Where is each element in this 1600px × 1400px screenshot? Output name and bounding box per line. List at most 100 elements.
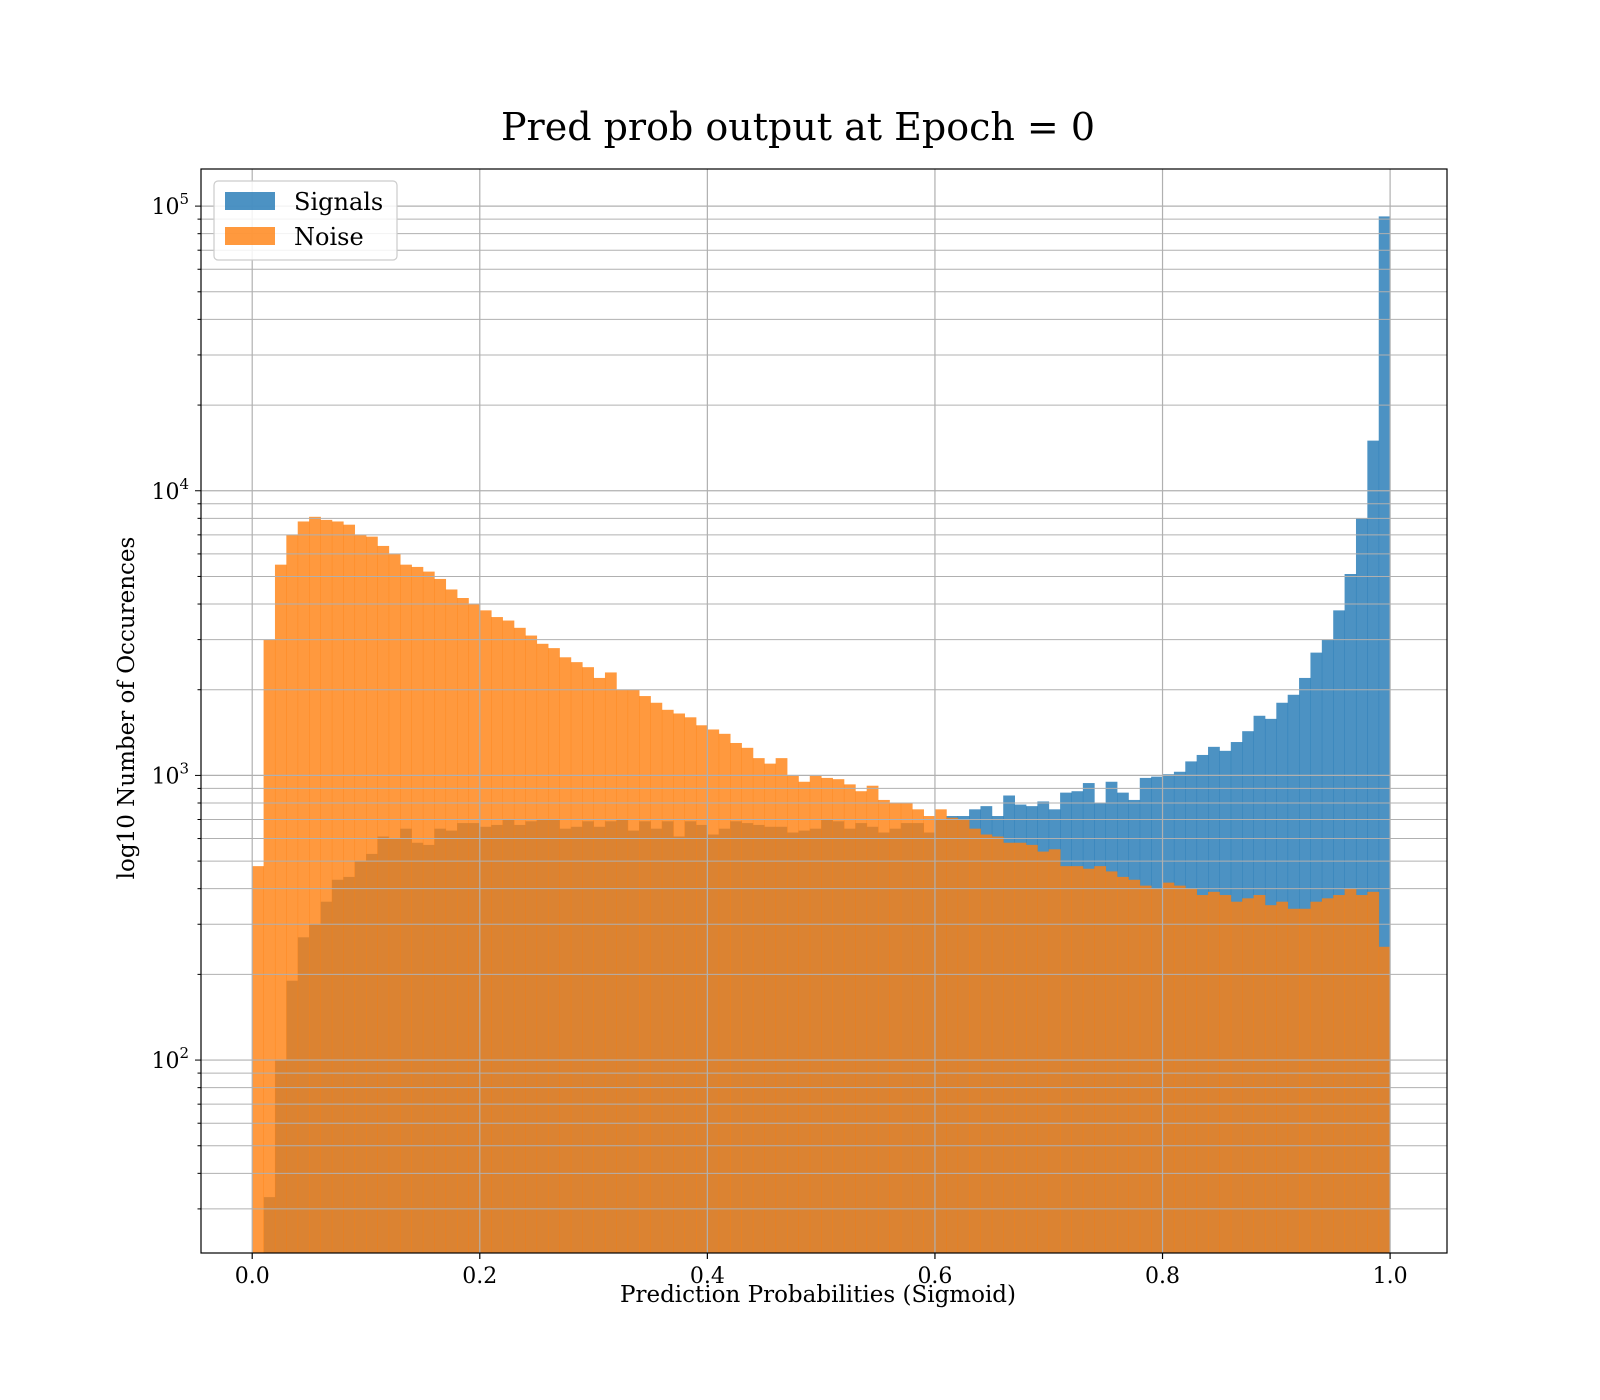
noise-bar <box>1230 901 1243 1253</box>
noise-bar <box>798 781 811 1253</box>
legend: Signals Noise <box>213 180 398 261</box>
noise-bar <box>889 803 902 1253</box>
noise-bar <box>764 763 777 1253</box>
noise-bar <box>286 534 299 1253</box>
noise-bar <box>741 747 754 1253</box>
noise-bar <box>309 516 321 1253</box>
noise-bar <box>1367 891 1380 1253</box>
noise-bar <box>1082 868 1095 1253</box>
axes-frame <box>200 168 1448 1254</box>
noise-bar <box>809 775 822 1253</box>
noise-bar <box>400 564 412 1253</box>
noise-bar <box>593 677 606 1253</box>
noise-bar <box>661 709 674 1253</box>
noise-bar <box>616 689 629 1253</box>
y-tick-label: 102 <box>151 1044 189 1074</box>
y-tick-label: 104 <box>151 475 189 505</box>
noise-bar <box>1264 905 1277 1253</box>
noise-bar <box>787 775 799 1253</box>
noise-bar <box>604 672 617 1253</box>
noise-bar <box>1025 844 1038 1253</box>
noise-bar <box>718 733 731 1253</box>
noise-bar <box>1048 849 1061 1253</box>
noise-bar <box>1196 895 1209 1253</box>
noise-bar <box>900 803 913 1253</box>
noise-bar <box>457 598 469 1253</box>
gridlines <box>201 169 1447 1253</box>
x-axis-label: Prediction Probabilities (Sigmoid) <box>620 1282 1016 1308</box>
noise-bar <box>878 799 890 1253</box>
noise-bar <box>627 689 640 1253</box>
noise-bar <box>1117 876 1129 1253</box>
noise-bar <box>1162 882 1175 1253</box>
noise-bar <box>991 836 1004 1253</box>
noise-bar <box>775 758 788 1253</box>
noise-bar <box>354 534 367 1253</box>
y-tick-label: 103 <box>151 759 189 789</box>
noise-bar <box>434 578 447 1253</box>
noise-bar <box>491 617 503 1253</box>
noise-bar <box>855 791 868 1253</box>
noise-bar <box>1128 879 1141 1253</box>
noise-bar <box>923 816 936 1253</box>
noise-bar <box>1378 946 1391 1253</box>
noise-bar <box>684 717 697 1253</box>
noise-bar <box>1151 888 1163 1253</box>
noise-bar <box>1333 895 1345 1253</box>
noise-bar <box>548 648 560 1253</box>
legend-swatch-signals <box>225 192 275 210</box>
noise-bar <box>946 817 959 1253</box>
signals-bar <box>1378 216 1391 1253</box>
legend-label-noise: Noise <box>294 223 364 251</box>
noise-bar <box>1208 891 1220 1253</box>
noise-bar <box>1105 871 1118 1253</box>
noise-bar <box>1014 842 1027 1253</box>
noise-bar <box>570 662 583 1253</box>
noise-bar <box>1253 895 1266 1253</box>
noise-bar <box>707 729 720 1253</box>
noise-bar <box>957 819 970 1253</box>
noise-bar <box>274 564 287 1253</box>
noise-bar <box>673 713 686 1253</box>
y-axis-ticks: 102 103 104 105 <box>151 190 201 1210</box>
x-tick-label: 0.6 <box>917 1264 952 1289</box>
plot-area: 0.0 0.2 0.4 0.6 0.8 1.0 102 103 104 105 <box>151 168 1448 1289</box>
noise-bars <box>252 516 1391 1253</box>
noise-bar <box>536 643 549 1253</box>
noise-bar <box>832 779 845 1253</box>
chart-title: Pred prob output at Epoch = 0 <box>501 105 1095 149</box>
signals-bar <box>1367 440 1380 1253</box>
noise-bar <box>559 657 572 1253</box>
noise-bar <box>650 702 663 1253</box>
legend-swatch-noise <box>225 227 275 245</box>
noise-bar <box>411 566 424 1253</box>
noise-bar <box>582 667 594 1253</box>
noise-bar <box>1299 908 1311 1253</box>
noise-bar <box>366 536 378 1253</box>
noise-bar <box>752 758 765 1253</box>
noise-bar <box>730 742 742 1253</box>
noise-bar <box>1344 888 1357 1253</box>
noise-bar <box>320 519 333 1253</box>
noise-bar <box>1310 901 1323 1253</box>
noise-bar <box>934 809 947 1253</box>
noise-bar <box>513 627 526 1253</box>
noise-bar <box>695 725 708 1253</box>
noise-bar <box>980 834 993 1253</box>
x-tick-label: 0.2 <box>462 1264 497 1289</box>
noise-bar <box>502 620 515 1253</box>
noise-bar <box>866 785 879 1253</box>
noise-bar <box>331 521 344 1253</box>
y-tick-label: 105 <box>151 190 189 220</box>
noise-bar <box>1276 901 1289 1253</box>
noise-bar <box>821 777 833 1253</box>
noise-bar <box>843 784 856 1253</box>
x-tick-label: 0.4 <box>690 1264 725 1289</box>
noise-bar <box>468 604 481 1253</box>
noise-bar <box>1003 842 1015 1253</box>
noise-bar <box>1355 895 1368 1253</box>
x-tick-label: 1.0 <box>1373 1264 1408 1289</box>
noise-bar <box>263 639 276 1253</box>
legend-label-signals: Signals <box>294 188 383 216</box>
